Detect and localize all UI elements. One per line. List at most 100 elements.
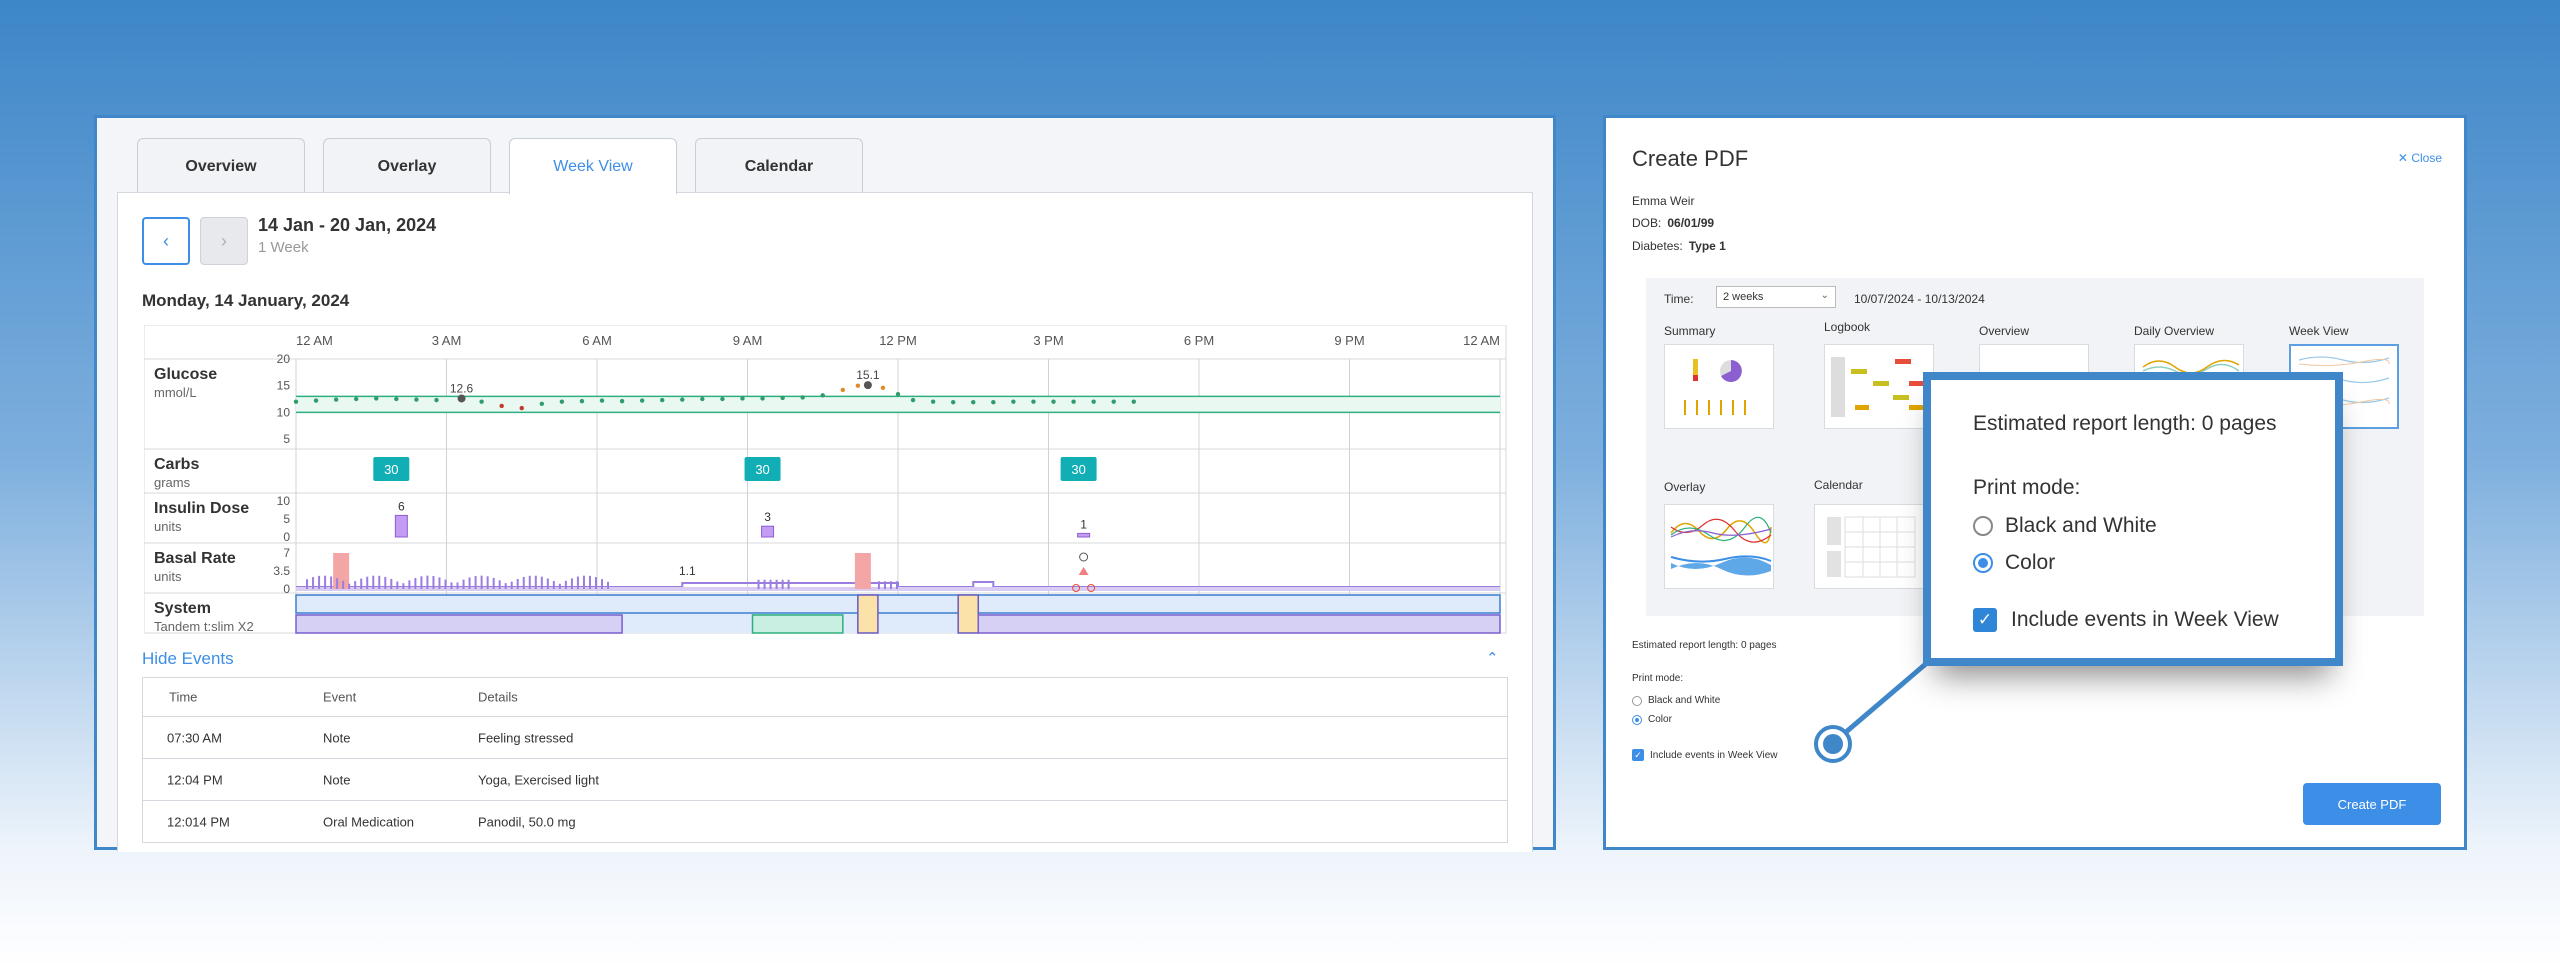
zoom-estimated-length: Estimated report length: 0 pages — [1973, 412, 2277, 435]
zoom-include-events-label: Include events in Week View — [2011, 608, 2279, 631]
basal-microbar — [456, 582, 459, 589]
glucose-point — [1051, 399, 1056, 404]
radio-color[interactable]: Color — [1632, 714, 1672, 725]
basal-y-tick: 7 — [283, 546, 290, 560]
report-label-overlay: Overlay — [1664, 480, 1706, 494]
tab-week-view[interactable]: Week View — [509, 138, 677, 194]
basal-microbar — [504, 583, 507, 589]
basal-microbar — [775, 579, 778, 589]
basal-microbar — [576, 576, 579, 589]
glucose-point — [880, 385, 886, 390]
insulin-bar — [394, 514, 408, 538]
basal-microbar — [336, 578, 339, 589]
glucose-point — [700, 396, 705, 402]
report-thumb-logbook[interactable] — [1824, 344, 1934, 429]
basal-microbar — [534, 575, 537, 589]
diabetes-value: Type 1 — [1688, 239, 1726, 253]
basal-microbar — [432, 576, 435, 589]
glucose-point — [660, 397, 665, 403]
chevron-down-icon: ⌄ — [1820, 290, 1829, 301]
glucose-point — [374, 396, 379, 401]
basal-microbar — [414, 577, 417, 589]
glucose-point — [971, 400, 976, 405]
x-tick-label: 9 AM — [733, 333, 763, 348]
zoom-include-events-checkbox[interactable]: ✓ Include events in Week View — [1973, 608, 2279, 632]
dialog-title: Create PDF — [1632, 146, 1749, 171]
next-week-button[interactable]: › — [200, 217, 248, 265]
report-thumb-overlay[interactable] — [1664, 504, 1774, 589]
basal-microbar — [546, 578, 549, 589]
system-segment — [751, 614, 844, 634]
glucose-point — [333, 397, 339, 402]
report-thumb-calendar[interactable] — [1814, 504, 1924, 589]
alarm-icon — [1079, 552, 1089, 562]
tab-calendar[interactable]: Calendar — [695, 138, 863, 194]
glucose-point — [293, 399, 299, 404]
basal-spike — [333, 553, 350, 589]
header-event: Event — [323, 689, 357, 705]
create-pdf-button[interactable]: Create PDF — [2303, 783, 2441, 825]
basal-microbar — [528, 575, 531, 589]
glucose-point — [559, 399, 565, 404]
table-row[interactable]: 12:014 PM Oral Medication Panodil, 50.0 … — [143, 800, 1507, 842]
event-marker-icon — [1072, 584, 1081, 592]
warning-icon — [1078, 567, 1089, 575]
basal-microbar — [474, 576, 477, 589]
zoom-radio-black-white[interactable]: Black and White — [1973, 514, 2157, 538]
zoom-callout: Estimated report length: 0 pages Print m… — [1923, 372, 2343, 666]
basal-microbar — [889, 581, 892, 589]
basal-microbar — [330, 576, 333, 589]
x-tick-label: 9 PM — [1334, 333, 1364, 348]
close-icon: ✕ — [2397, 151, 2408, 165]
basal-microbar — [763, 579, 766, 589]
basal-label: 1.1 — [679, 564, 696, 578]
event-time: 12:04 PM — [167, 772, 223, 787]
glucose-point — [394, 396, 399, 402]
table-row[interactable]: 12:04 PM Note Yoga, Exercised light — [143, 758, 1507, 800]
glucose-point — [354, 396, 359, 402]
radio-bw-label: Black and White — [1648, 695, 1721, 706]
system-segment — [857, 594, 879, 634]
close-button[interactable]: ✕ Close — [2398, 151, 2442, 165]
glucose-point — [434, 397, 439, 403]
event-details: Feeling stressed — [478, 730, 574, 745]
carb-badge — [744, 457, 781, 481]
radio-black-white[interactable]: Black and White — [1632, 695, 1720, 706]
glucose-point — [414, 397, 419, 402]
report-label-summary: Summary — [1664, 324, 1716, 338]
report-thumb-summary[interactable] — [1664, 344, 1774, 429]
basal-microbar — [438, 577, 441, 589]
row-unit: grams — [154, 475, 191, 490]
basal-microbar — [354, 581, 357, 589]
glucose-marker — [863, 381, 872, 390]
time-select[interactable]: 2 weeks ⌄ — [1716, 286, 1836, 308]
close-label: Close — [2411, 151, 2442, 165]
tab-overlay[interactable]: Overlay — [323, 138, 491, 194]
glucose-y-tick: 15 — [277, 379, 291, 393]
overlay-thumbnail-icon — [1670, 516, 1772, 576]
glucose-point — [680, 397, 685, 402]
basal-microbar — [769, 579, 772, 589]
basal-microbar — [378, 575, 381, 589]
date-range-subtitle: 1 Week — [258, 239, 309, 256]
table-row[interactable]: 07:30 AM Note Feeling stressed — [143, 716, 1507, 758]
include-events-checkbox[interactable]: ✓ Include events in Week View — [1632, 749, 1777, 761]
prev-week-button[interactable]: ‹ — [142, 217, 190, 265]
event-marker-icon — [1087, 584, 1096, 592]
tab-overview[interactable]: Overview — [137, 138, 305, 194]
radio-icon — [1973, 516, 1993, 536]
week-view-chart: 12 AM 3 AM 6 AM 9 AM 12 PM 3 PM 6 PM 9 PM 12 AM G… — [144, 325, 1507, 634]
date-range-title: 14 Jan - 20 Jan, 2024 — [258, 215, 437, 235]
glucose-point — [539, 401, 545, 406]
glucose-label: 15.1 — [856, 368, 880, 382]
glucose-point — [1111, 399, 1116, 404]
chevron-up-icon[interactable]: ⌃ — [1486, 650, 1499, 667]
basal-microbar — [570, 578, 573, 589]
zoom-radio-color[interactable]: Color — [1973, 551, 2055, 575]
glucose-point — [313, 398, 319, 403]
basal-microbar — [540, 576, 543, 589]
basal-microbar — [396, 581, 399, 589]
basal-microbar — [312, 577, 315, 589]
x-tick-label: 12 AM — [1463, 333, 1500, 348]
hide-events-link[interactable]: Hide Events — [142, 649, 234, 668]
